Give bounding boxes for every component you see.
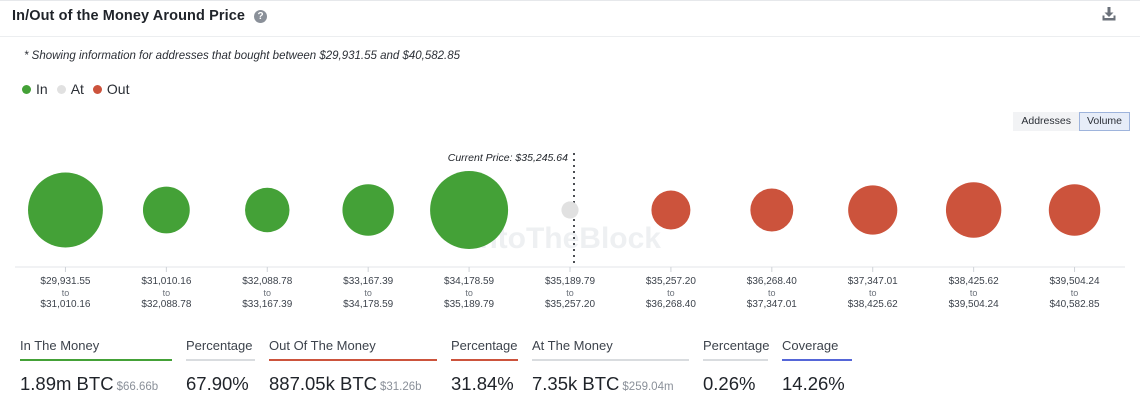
tick-label-to: $35,189.79: [444, 299, 494, 310]
bubble-at: [561, 201, 579, 219]
tick-label-connector: to: [566, 288, 574, 298]
volume-toggle-button[interactable]: Volume: [1078, 112, 1130, 131]
stat-usd-value: $66.66b: [116, 381, 159, 393]
stat-label: Percentage: [703, 338, 770, 361]
bubble-in: [245, 187, 290, 233]
legend-label-out: Out: [106, 81, 130, 97]
bubble-out: [651, 190, 691, 230]
legend-item-in[interactable]: In: [22, 81, 48, 97]
stat-label: Percentage: [186, 338, 255, 361]
tick-label-from: $33,167.39: [343, 276, 393, 287]
stat-value: 887.05k BTC: [269, 373, 377, 394]
stat-at-the-money: At The Money 7.35k BTC $259.04m: [532, 338, 689, 395]
tick-label-connector: to: [264, 288, 272, 298]
stat-label: Percentage: [451, 338, 518, 361]
bubble-out: [750, 188, 794, 232]
stat-value-row: 31.84%: [451, 373, 518, 395]
tick-label-from: $34,178.59: [444, 276, 494, 287]
tick-label-connector: to: [364, 288, 372, 298]
tick-label-from: $32,088.78: [242, 276, 292, 287]
legend-dot-at: [56, 84, 66, 94]
tick-label-to: $33,167.39: [242, 299, 292, 310]
legend-label-at: At: [70, 81, 84, 97]
tick-label-connector: to: [970, 288, 978, 298]
metric-toggle: Addresses Volume: [1013, 112, 1130, 131]
tick-label-to: $38,425.62: [848, 299, 898, 310]
tick-label-to: $40,582.85: [1050, 299, 1100, 310]
stat-at-percentage: Percentage 0.26%: [703, 338, 770, 395]
tick-label-to: $35,257.20: [545, 299, 595, 310]
legend-item-at[interactable]: At: [56, 81, 84, 97]
bubble-out: [1048, 184, 1101, 236]
legend-label-in: In: [36, 81, 48, 97]
bubble-out: [945, 182, 1002, 238]
stat-value: 0.26%: [703, 373, 756, 394]
stat-in-the-money: In The Money 1.89m BTC $66.66b: [20, 338, 172, 395]
stat-value: 67.90%: [186, 373, 249, 394]
stats-bar: In The Money 1.89m BTC $66.66b Percentage…: [20, 338, 866, 395]
tick-label-to: $31,010.16: [40, 299, 90, 310]
stat-label: Out Of The Money: [269, 338, 437, 361]
stat-value: 1.89m BTC: [20, 373, 114, 394]
legend-dot-out: [92, 84, 102, 94]
tick-label-connector: to: [163, 288, 171, 298]
bubble-in: [28, 172, 103, 248]
stat-in-percentage: Percentage 67.90%: [186, 338, 255, 395]
bubble-out: [848, 185, 898, 235]
legend-item-out[interactable]: Out: [92, 81, 130, 97]
range-note: * Showing information for addresses that…: [24, 50, 461, 62]
tick-label-to: $34,178.59: [343, 299, 393, 310]
legend-dot-in: [22, 84, 31, 94]
bubble-in: [342, 184, 394, 236]
stat-value-row: 14.26%: [782, 373, 852, 395]
download-icon[interactable]: [1101, 6, 1117, 22]
stat-value-row: 1.89m BTC $66.66b: [20, 373, 172, 395]
header-divider: [0, 36, 1140, 37]
stat-value: 14.26%: [782, 373, 845, 394]
tick-label-from: $37,347.01: [848, 276, 898, 287]
stat-usd-value: $31.26b: [379, 381, 422, 393]
chart-legend: In At Out: [22, 81, 139, 97]
tick-label-from: $39,504.24: [1050, 276, 1100, 287]
tick-label-from: $29,931.55: [40, 276, 90, 287]
tick-label-connector: to: [62, 288, 70, 298]
stat-value: 7.35k BTC: [532, 373, 620, 394]
tick-label-from: $38,425.62: [949, 276, 999, 287]
stat-value-row: 67.90%: [186, 373, 255, 395]
tick-label-to: $32,088.78: [141, 299, 191, 310]
stat-value-row: 0.26%: [703, 373, 768, 395]
bubble-in: [430, 171, 509, 249]
stat-value-row: 7.35k BTC $259.04m: [532, 373, 689, 395]
stat-out-percentage: Percentage 31.84%: [451, 338, 518, 395]
tick-label-connector: to: [1071, 288, 1079, 298]
tick-label-to: $36,268.40: [646, 299, 696, 310]
tick-label-from: $31,010.16: [141, 276, 191, 287]
current-price-label: Current Price: $35,245.64: [448, 152, 568, 164]
stat-coverage: Coverage 14.26%: [782, 338, 852, 395]
tick-label-connector: to: [869, 288, 877, 298]
tick-label-connector: to: [465, 288, 473, 298]
widget-title: In/Out of the Money Around Price: [12, 8, 246, 24]
top-border: [0, 0, 1140, 1]
stat-label: Coverage: [782, 338, 852, 361]
widget-header: In/Out of the Money Around Price ?: [12, 4, 268, 28]
addresses-toggle-button[interactable]: Addresses: [1013, 112, 1079, 131]
tick-label-to: $39,504.24: [949, 299, 999, 310]
tick-label-from: $35,189.79: [545, 276, 595, 287]
tick-label-to: $37,347.01: [747, 299, 797, 310]
stat-label: In The Money: [20, 338, 172, 361]
stat-label: At The Money: [532, 338, 689, 361]
tick-label-connector: to: [768, 288, 776, 298]
tick-label-connector: to: [667, 288, 675, 298]
question-circle-icon[interactable]: ?: [254, 9, 268, 23]
stat-out-of-the-money: Out Of The Money 887.05k BTC $31.26b: [269, 338, 437, 395]
tick-label-from: $35,257.20: [646, 276, 696, 287]
stat-value: 31.84%: [451, 373, 514, 394]
bubble-in: [142, 186, 190, 234]
tick-label-from: $36,268.40: [747, 276, 797, 287]
stat-value-row: 887.05k BTC $31.26b: [269, 373, 437, 395]
stat-usd-value: $259.04m: [622, 381, 674, 393]
